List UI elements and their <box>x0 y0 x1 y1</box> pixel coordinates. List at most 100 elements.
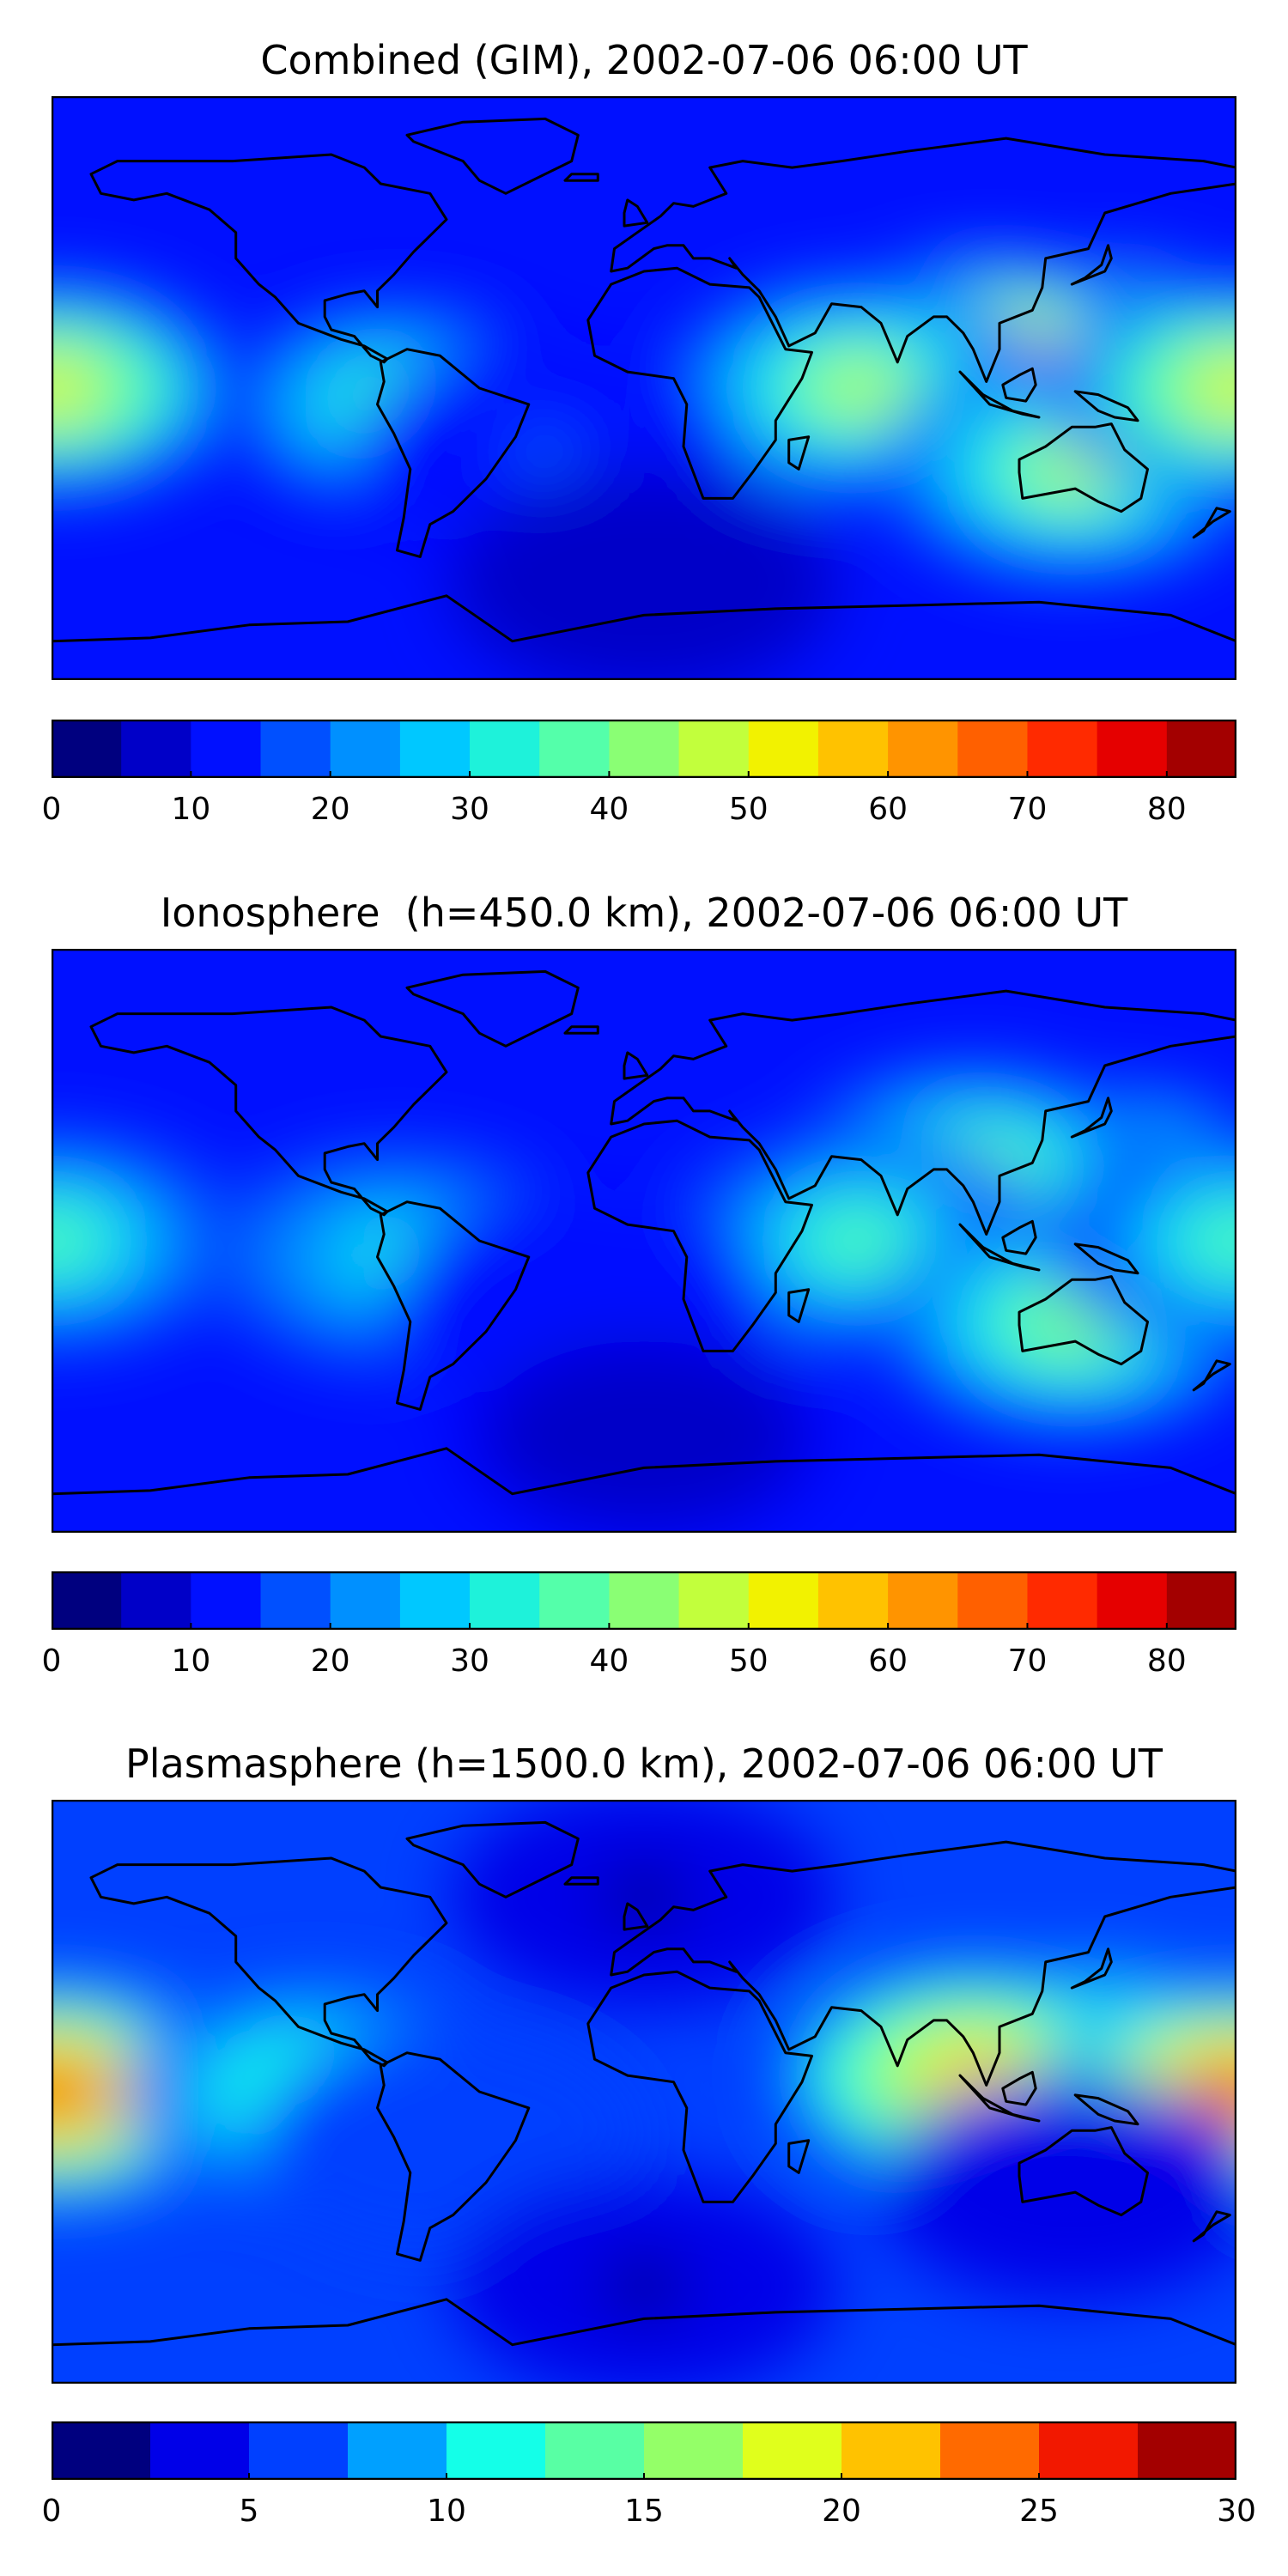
coastline-greenland <box>405 969 580 1048</box>
coastline-australia <box>1018 422 1149 513</box>
coastline-madagascar <box>787 435 811 471</box>
colorbar-swatch <box>748 720 819 778</box>
tec-contour <box>406 2114 487 2166</box>
colorbar-tick-label: 60 <box>868 1643 908 1679</box>
coastline-uk <box>623 1902 649 1931</box>
colorbar <box>52 1571 1236 1630</box>
colorbar-swatch <box>609 1571 680 1630</box>
coastline-indonesia <box>958 2074 1041 2123</box>
colorbar-ticks: 0 10 20 30 40 50 60 70 80 <box>42 1643 1236 1695</box>
colorbar-swatch <box>817 720 889 778</box>
tec-contour <box>52 2066 92 2117</box>
coastline-north-america <box>89 1856 448 2068</box>
coastline-greenland <box>405 1820 580 1899</box>
coastline-uk <box>623 1051 649 1080</box>
tec-contour <box>538 1279 619 1332</box>
colorbar-swatch <box>678 1571 750 1630</box>
coastline-africa <box>586 1119 813 1352</box>
colorbar <box>52 720 1236 778</box>
tec-contour <box>604 2260 684 2312</box>
coastline-australia <box>1018 2126 1149 2217</box>
colorbar-tick-label: 30 <box>450 1643 489 1679</box>
coastline-south-america <box>376 348 531 558</box>
tec-contour <box>1196 362 1236 414</box>
tec-map <box>52 949 1236 1533</box>
coastline-north-america <box>89 1005 448 1217</box>
colorbar-swatch <box>1138 2421 1236 2480</box>
colorbar-tick-label: 40 <box>589 1643 629 1679</box>
coastline-south-america <box>376 2051 531 2262</box>
colorbar-swatch <box>1027 1571 1098 1630</box>
coastline-madagascar <box>787 1288 811 1323</box>
colorbar-swatch <box>52 720 122 778</box>
coastline-new-guinea <box>1073 390 1139 422</box>
colorbar-swatch <box>1166 720 1236 778</box>
colorbar-tick-label: 20 <box>822 2494 861 2529</box>
map-frame <box>52 96 1236 680</box>
colorbar-swatch <box>150 2421 250 2480</box>
coastline-antarctica <box>52 594 1236 680</box>
colorbar-swatch <box>121 1571 191 1630</box>
coastline-africa <box>586 266 813 500</box>
colorbar-swatch <box>743 2421 842 2480</box>
coastline-south-america <box>376 1200 531 1411</box>
colorbar-swatch <box>1097 720 1168 778</box>
colorbar-tick-label: 10 <box>427 2494 466 2529</box>
tec-contour <box>1196 2066 1236 2117</box>
colorbar-swatch <box>817 1571 889 1630</box>
map-frame <box>52 949 1236 1533</box>
colorbar <box>52 2421 1236 2480</box>
colorbar-swatch <box>1097 1571 1168 1630</box>
colorbar-swatch <box>260 720 331 778</box>
colorbar-swatch <box>52 2421 151 2480</box>
colorbar-tick-label: 10 <box>171 1643 211 1679</box>
coastline-new-zealand <box>1192 2210 1231 2243</box>
colorbar-tick-label: 5 <box>239 2494 259 2529</box>
colorbar-frame <box>52 720 1236 778</box>
colorbar-swatch <box>545 2421 645 2480</box>
coastline-japan <box>1070 1947 1113 1990</box>
colorbar-tick-label: 50 <box>728 1643 769 1679</box>
colorbar-tick-label: 30 <box>450 792 489 827</box>
coastline-borneo <box>1001 2070 1037 2106</box>
colorbar-tick-label: 60 <box>868 792 908 827</box>
coastline-indonesia <box>958 370 1041 419</box>
colorbar-swatch <box>330 1571 401 1630</box>
tec-contour <box>505 427 586 479</box>
colorbar-frame <box>52 1571 1236 1630</box>
coastline-iceland <box>563 173 599 182</box>
tec-contour <box>52 1215 92 1267</box>
coastline-north-america <box>89 153 448 364</box>
colorbar-swatch <box>888 1571 958 1630</box>
colorbar-swatch <box>748 1571 819 1630</box>
colorbar-tick-label: 15 <box>624 2494 664 2529</box>
coastline-new-guinea <box>1073 2093 1139 2126</box>
coastline-eurasia <box>610 989 1236 1236</box>
colorbar-swatch <box>470 1571 540 1630</box>
coastline-new-guinea <box>1073 1242 1139 1275</box>
coastline-australia <box>1018 1275 1149 1366</box>
colorbar-tick-label: 50 <box>728 792 769 827</box>
colorbar-tick-label: 70 <box>1007 792 1048 827</box>
colorbar-swatch <box>609 720 680 778</box>
colorbar-ticks: 0 5 10 15 20 25 30 <box>42 2494 1256 2545</box>
tec-map <box>52 96 1236 680</box>
colorbar-swatch <box>841 2421 941 2480</box>
map-frame <box>52 1800 1236 2384</box>
coastline-uk <box>623 198 649 228</box>
coastline-borneo <box>1001 367 1037 403</box>
coastline-iceland <box>563 1876 599 1886</box>
colorbar-tick-label: 25 <box>1019 2494 1059 2529</box>
coastline-borneo <box>1001 1219 1037 1255</box>
colorbar-tick-label: 80 <box>1146 1643 1187 1679</box>
colorbar-swatch <box>1039 2421 1139 2480</box>
colorbar-swatch <box>191 720 262 778</box>
colorbar-tick-label: 20 <box>310 1643 350 1679</box>
coastline-antarctica <box>52 2298 1236 2384</box>
coastline-antarctica <box>52 1447 1236 1533</box>
colorbar-swatch <box>399 1571 471 1630</box>
coastline-eurasia <box>610 1840 1236 2087</box>
colorbar-tick-label: 80 <box>1146 792 1187 827</box>
colorbar-tick-label: 10 <box>171 792 211 827</box>
colorbar-swatch <box>191 1571 262 1630</box>
